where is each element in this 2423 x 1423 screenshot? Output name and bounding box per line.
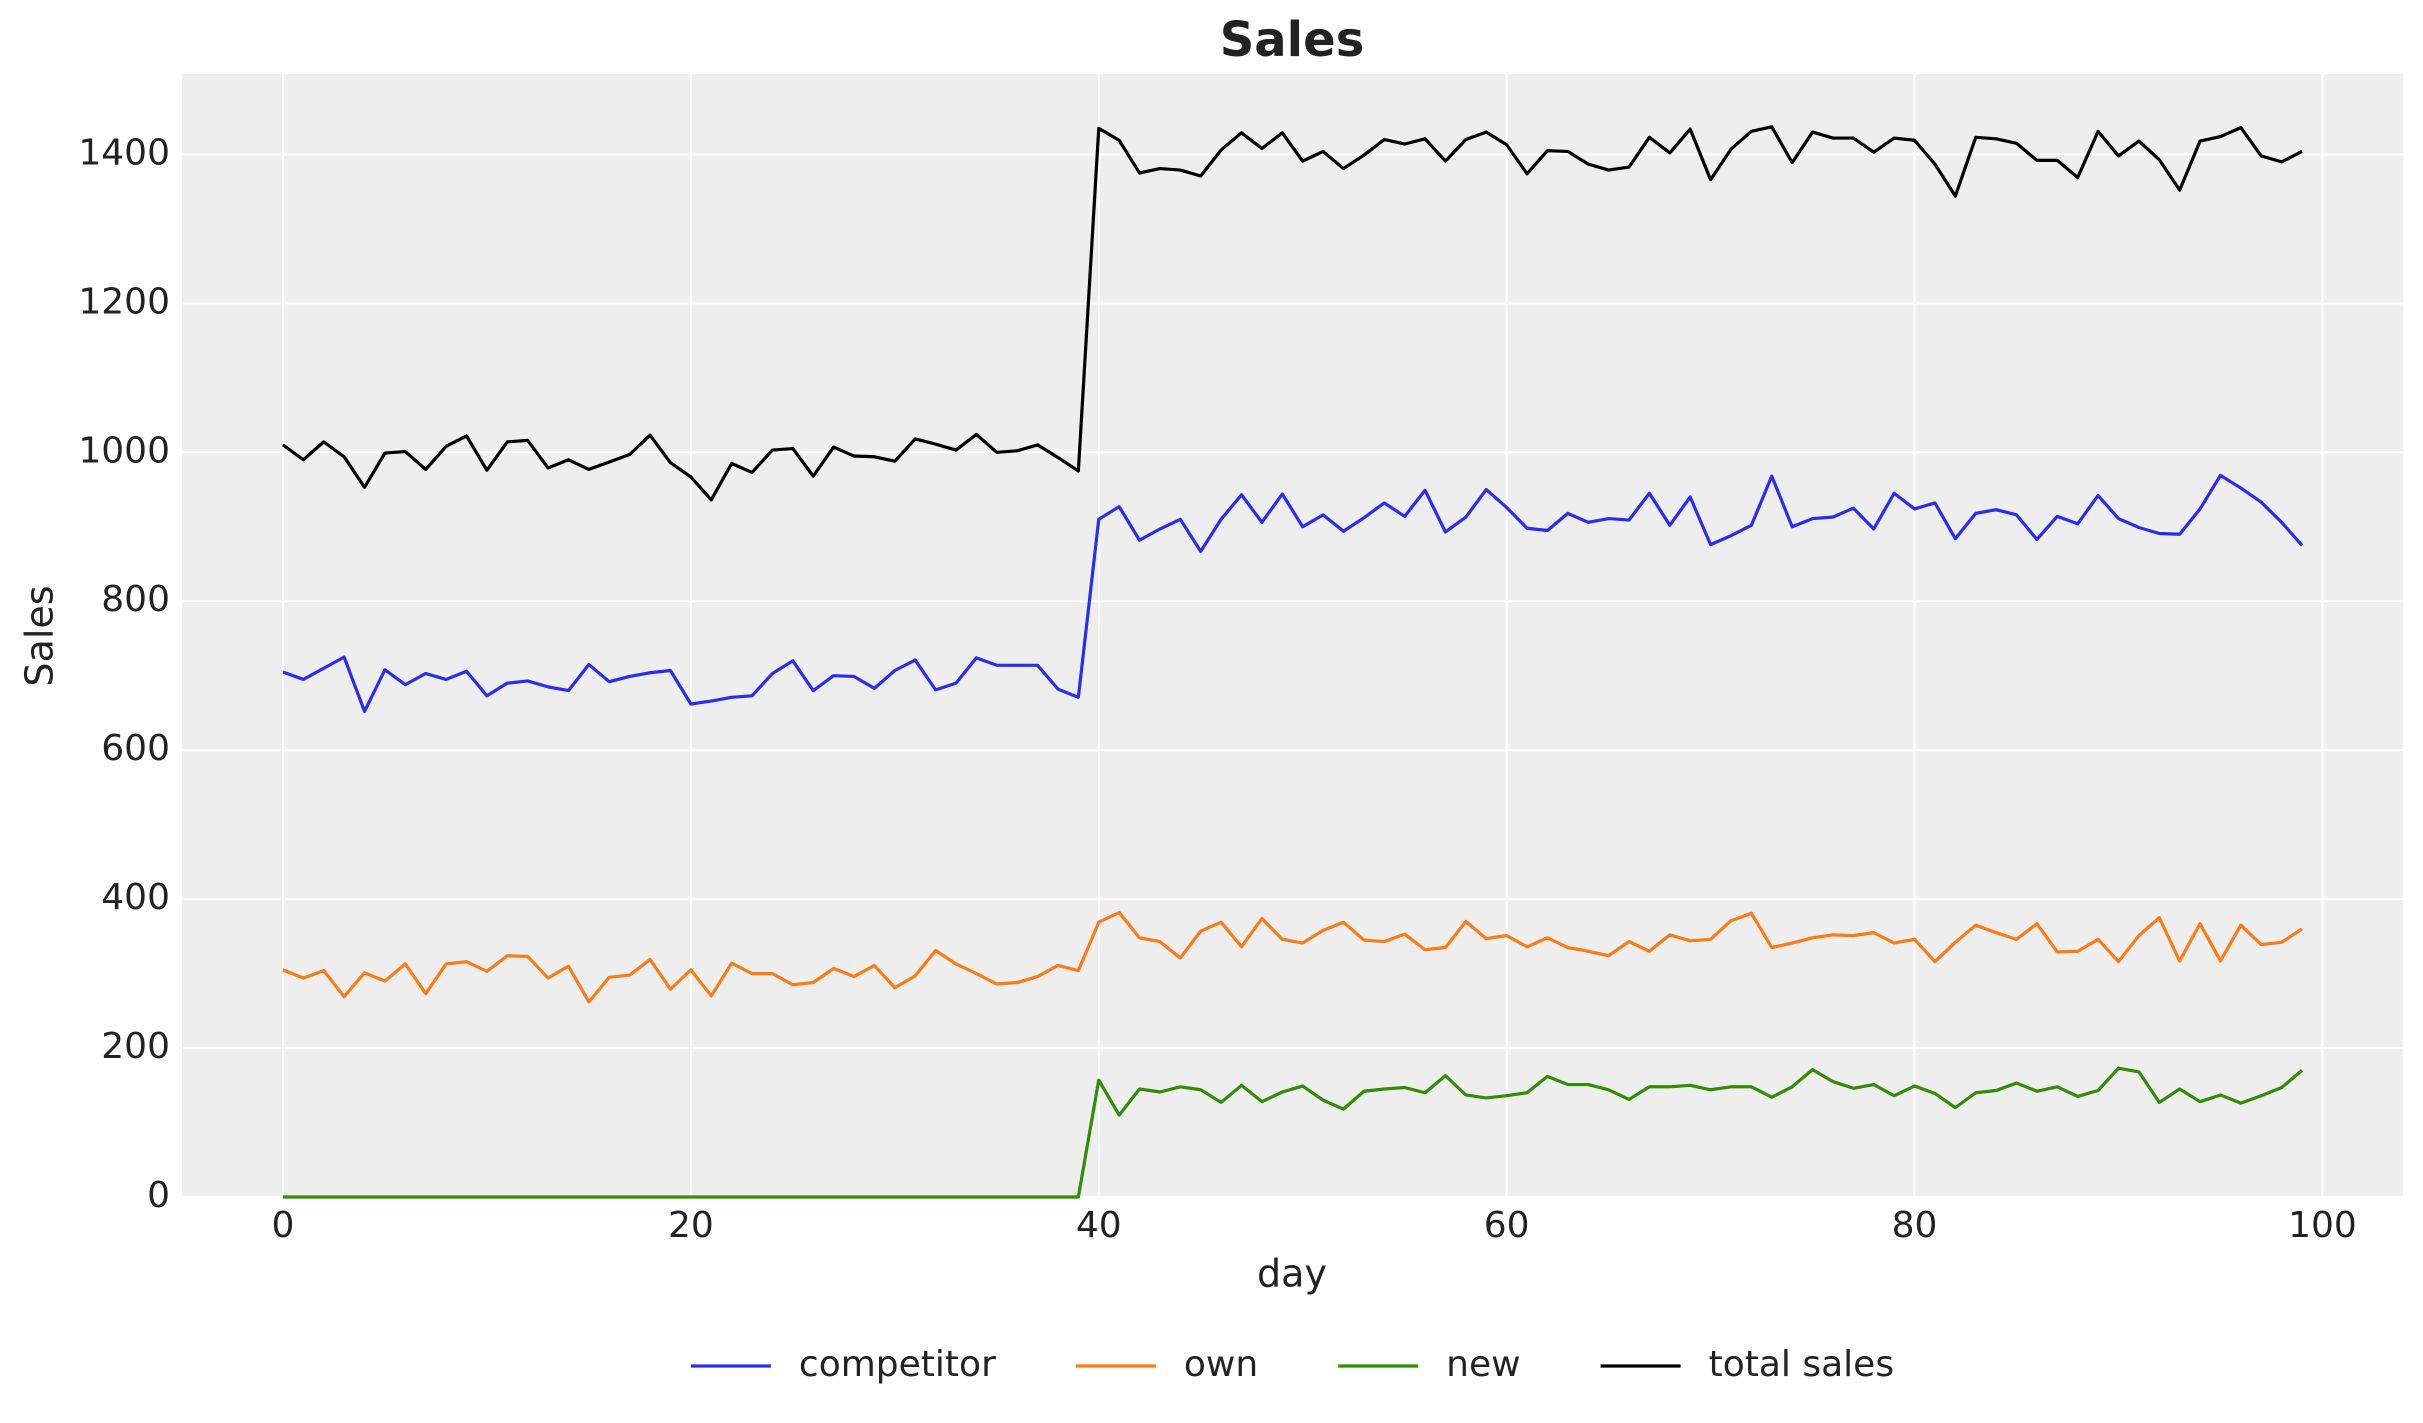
x-tick-label: 100 bbox=[2288, 1205, 2357, 1246]
x-tick-label: 80 bbox=[1892, 1205, 1938, 1246]
legend-label: new bbox=[1446, 1344, 1520, 1385]
x-axis-label: day bbox=[1257, 1252, 1327, 1296]
series-line bbox=[282, 473, 2304, 714]
y-tick-label: 400 bbox=[101, 877, 170, 918]
y-tick-label: 0 bbox=[147, 1175, 170, 1216]
y-axis-label: Sales bbox=[18, 585, 62, 686]
y-tick-label: 800 bbox=[101, 579, 170, 620]
x-tick-label: 20 bbox=[668, 1205, 714, 1246]
legend-label: own bbox=[1184, 1344, 1258, 1385]
chart-title: Sales bbox=[1220, 12, 1365, 68]
x-tick-label: 0 bbox=[272, 1205, 295, 1246]
legend-label: competitor bbox=[799, 1344, 996, 1385]
series-line bbox=[282, 1066, 2304, 1199]
series-line bbox=[282, 910, 2303, 1004]
y-tick-label: 1000 bbox=[78, 430, 170, 471]
y-tick-label: 1400 bbox=[78, 132, 170, 173]
y-tick-label: 1200 bbox=[78, 281, 170, 322]
legend-label: total sales bbox=[1709, 1344, 1894, 1385]
series-line bbox=[282, 125, 2303, 502]
y-tick-label: 600 bbox=[101, 728, 170, 769]
plot-background bbox=[182, 74, 2403, 1197]
y-tick-label: 200 bbox=[101, 1026, 170, 1067]
x-tick-label: 40 bbox=[1076, 1205, 1122, 1246]
x-tick-label: 60 bbox=[1484, 1205, 1530, 1246]
